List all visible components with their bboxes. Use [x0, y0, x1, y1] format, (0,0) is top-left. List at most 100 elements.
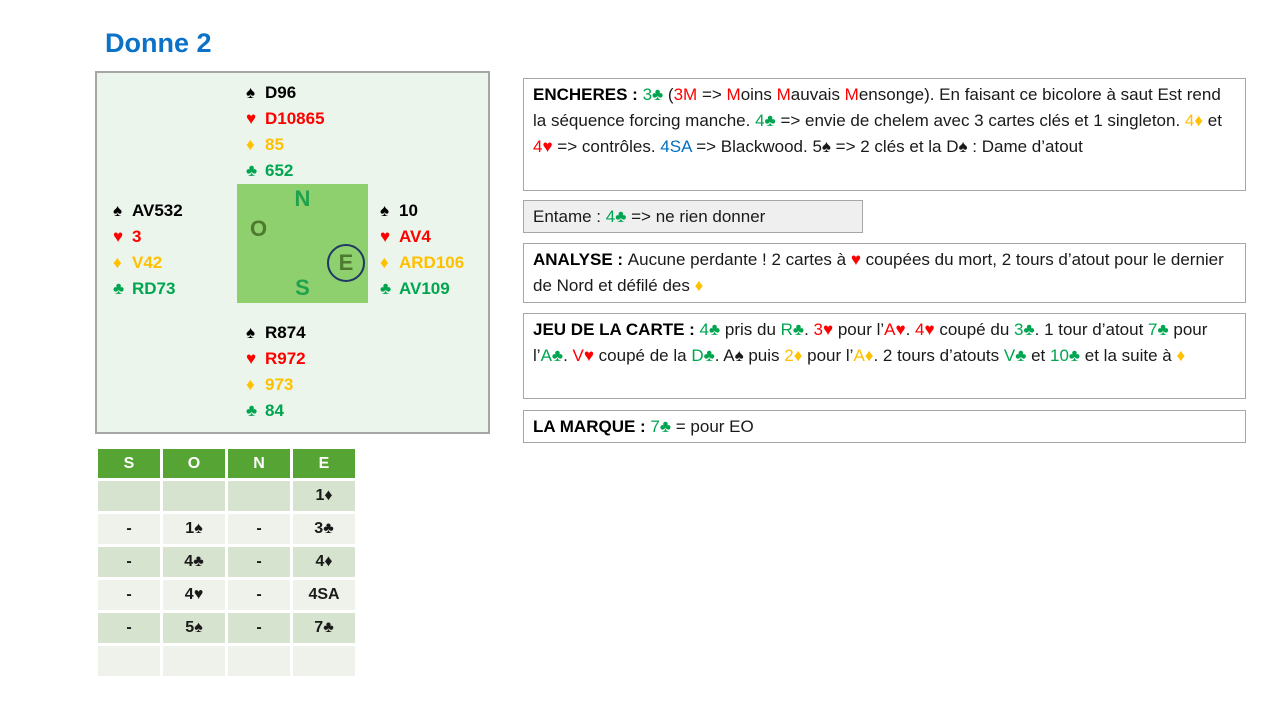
- compass-west-label: O: [250, 216, 268, 241]
- text-run: 2♦: [784, 346, 803, 365]
- text-run: oins: [740, 85, 777, 104]
- text-run: => contrôles.: [552, 137, 661, 156]
- dealer-circle-east: E: [327, 244, 365, 282]
- club-icon: ♣: [113, 279, 125, 298]
- south-hand: ♠ R874 ♥ R972 ♦ 973 ♣ 84: [246, 320, 306, 424]
- card-values: AV109: [399, 279, 450, 298]
- compass-south-label: S: [295, 275, 310, 300]
- bid-column-header-e: E: [293, 449, 355, 478]
- card-values: 84: [265, 401, 284, 420]
- text-run: A♥: [884, 320, 906, 339]
- heart-icon: ♥: [113, 227, 124, 246]
- text-run: A♦: [853, 346, 874, 365]
- heart-icon: ♥: [380, 227, 391, 246]
- text-run: 4♣: [605, 207, 627, 226]
- text-run: R♣: [780, 320, 805, 339]
- bid-column-header-s: S: [98, 449, 160, 478]
- text-run: 3♥: [813, 320, 834, 339]
- text-run: pour l’: [802, 346, 854, 365]
- text-run: 4♣: [699, 320, 721, 339]
- encheres-box: ENCHERES : 3♣ (3M => Moins Mauvais Menso…: [523, 78, 1246, 191]
- bid-cell: 4♥: [163, 580, 225, 610]
- text-run: ANALYSE :: [533, 250, 628, 269]
- text-run: JEU DE LA CARTE :: [533, 320, 700, 339]
- diamond-icon: ♦: [113, 253, 122, 272]
- bidding-row: -4♣ -4♦: [98, 547, 355, 577]
- hand-line-diamonds: ♦ ARD106: [380, 250, 464, 276]
- bid-cell: [98, 481, 160, 511]
- text-run: coupé du: [934, 320, 1014, 339]
- text-run: 7♣: [1148, 320, 1169, 339]
- club-icon: ♣: [380, 279, 392, 298]
- spade-icon: ♠: [113, 201, 123, 220]
- bid-cell: -: [98, 580, 160, 610]
- bid-cell: -: [98, 547, 160, 577]
- bid-cell: 4♣: [163, 547, 225, 577]
- text-run: ♥: [850, 250, 861, 269]
- hand-line-spades: ♠ D96: [246, 80, 325, 106]
- spade-icon: ♠: [380, 201, 390, 220]
- text-run: ENCHERES :: [533, 85, 643, 104]
- text-run: .: [905, 320, 916, 339]
- diamond-icon: ♦: [380, 253, 389, 272]
- bidding-row: -1♠ -3♣: [98, 514, 355, 544]
- card-values: 3: [132, 227, 142, 246]
- text-run: LA MARQUE :: [533, 417, 651, 436]
- compass-north-label: N: [294, 186, 311, 211]
- text-run: . A♠ puis: [714, 346, 785, 365]
- bidding-row: -4♥ -4SA: [98, 580, 355, 610]
- text-run: =>: [697, 85, 727, 104]
- text-run: et: [1026, 346, 1050, 365]
- compass-square: N O E S: [237, 184, 368, 303]
- text-run: Aucune perdante ! 2 cartes à: [627, 250, 851, 269]
- text-run: => ne rien donner: [626, 207, 766, 226]
- bidding-row: -5♠ -7♣: [98, 613, 355, 643]
- bid-cell: -: [228, 547, 290, 577]
- north-hand: ♠ D96 ♥ D10865 ♦ 85 ♣ 652: [246, 80, 325, 184]
- card-values: 652: [265, 161, 294, 180]
- spade-icon: ♠: [246, 323, 256, 342]
- text-run: .: [804, 320, 814, 339]
- text-run: = pour EO: [671, 417, 754, 436]
- analyse-box: ANALYSE : Aucune perdante ! 2 cartes à ♥…: [523, 243, 1246, 303]
- text-run: et: [1203, 111, 1222, 130]
- bid-cell: 7♣: [293, 613, 355, 643]
- text-run: M: [844, 85, 859, 104]
- text-run: 3♣: [642, 85, 664, 104]
- text-run: (: [663, 85, 674, 104]
- text-run: => Blackwood. 5♠ => 2 clés et la D♠ : Da…: [691, 137, 1083, 156]
- hand-line-diamonds: ♦ 85: [246, 132, 325, 158]
- heart-icon: ♥: [246, 349, 257, 368]
- card-values: D96: [265, 83, 297, 102]
- hand-line-spades: ♠ R874: [246, 320, 306, 346]
- spade-icon: ♠: [246, 83, 256, 102]
- card-values: AV4: [399, 227, 431, 246]
- text-run: 7♣: [650, 417, 672, 436]
- hand-line-hearts: ♥ R972: [246, 346, 306, 372]
- card-values: 10: [399, 201, 418, 220]
- text-run: M: [776, 85, 791, 104]
- hand-line-spades: ♠ 10: [380, 198, 464, 224]
- text-run: ♦: [1176, 346, 1186, 365]
- text-run: pour l’: [533, 320, 1208, 365]
- bid-cell: [293, 646, 355, 676]
- bid-cell: 1♦: [293, 481, 355, 511]
- text-run: auvais: [790, 85, 845, 104]
- text-run: 3♣: [1014, 320, 1035, 339]
- text-run: . 1 tour d’atout: [1034, 320, 1149, 339]
- hand-line-hearts: ♥ D10865: [246, 106, 325, 132]
- bid-cell: -: [228, 514, 290, 544]
- diamond-icon: ♦: [246, 375, 255, 394]
- hand-line-clubs: ♣ RD73: [113, 276, 183, 302]
- bid-cell: -: [98, 514, 160, 544]
- text-run: 3M: [673, 85, 698, 104]
- text-run: D♣: [691, 346, 715, 365]
- hand-line-diamonds: ♦ V42: [113, 250, 183, 276]
- diamond-icon: ♦: [246, 135, 255, 154]
- text-run: V♥: [572, 346, 594, 365]
- west-hand: ♠ AV532 ♥ 3 ♦ V42 ♣ RD73: [113, 198, 183, 302]
- bidding-row: 1♦: [98, 481, 355, 511]
- text-run: M: [726, 85, 741, 104]
- jeu-de-la-carte-box: JEU DE LA CARTE : 4♣ pris du R♣. 3♥ pour…: [523, 313, 1246, 399]
